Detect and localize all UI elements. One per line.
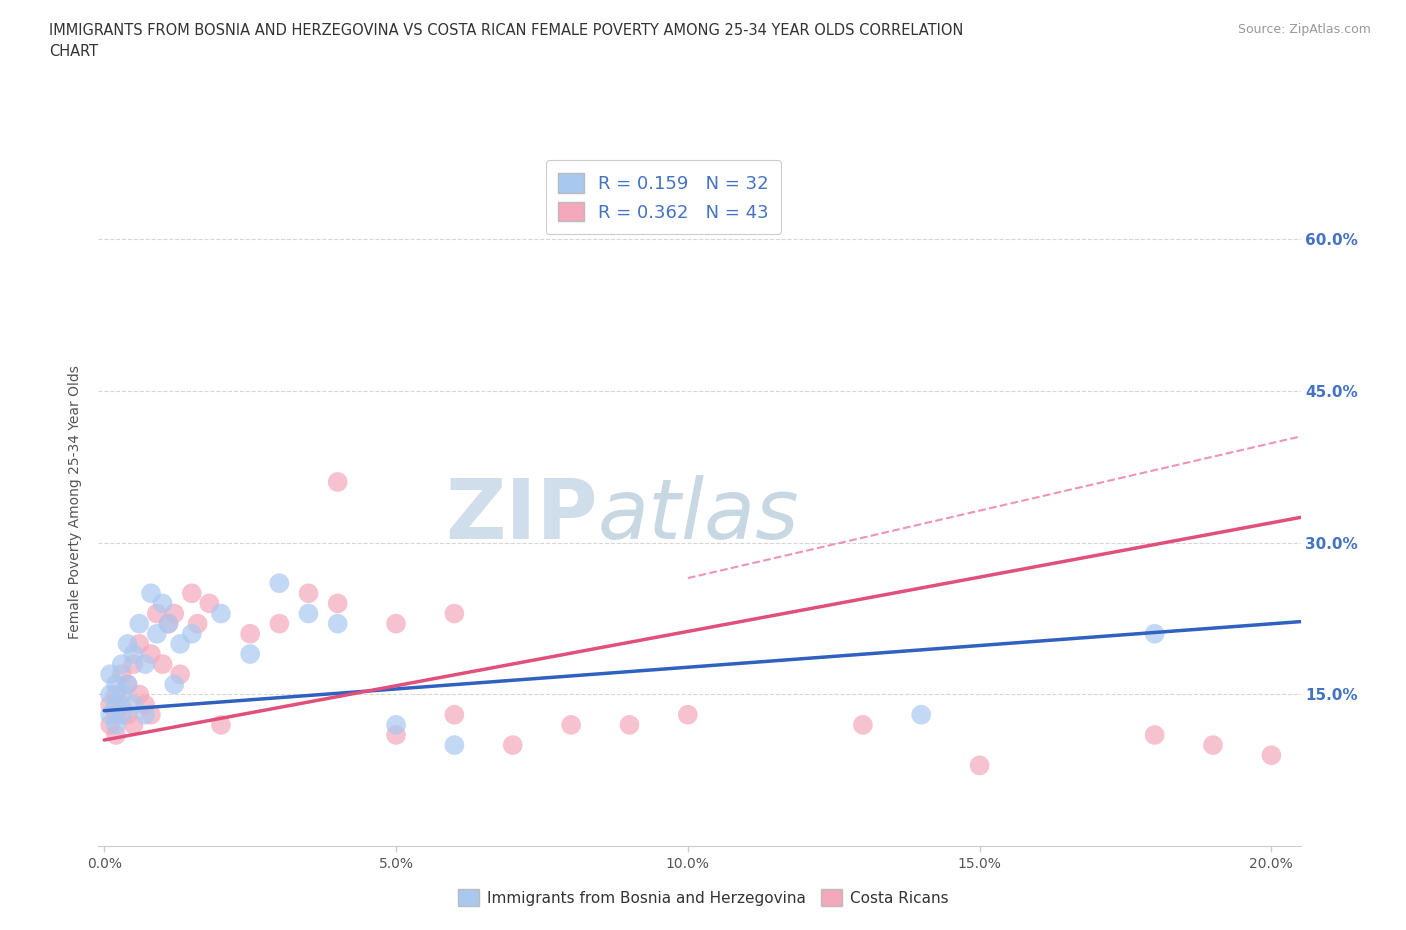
Point: [163, 677, 186, 692]
Point: [128, 636, 150, 651]
Point: [104, 727, 127, 742]
Point: [146, 626, 169, 641]
Point: [1260, 748, 1282, 763]
Point: [139, 586, 162, 601]
Point: [443, 708, 465, 723]
Point: [152, 596, 174, 611]
Point: [269, 617, 291, 631]
Point: [443, 606, 465, 621]
Point: [180, 586, 202, 601]
Point: [98, 717, 121, 732]
Point: [297, 586, 319, 601]
Point: [122, 717, 145, 732]
Point: [111, 708, 134, 723]
Text: ZIP: ZIP: [444, 475, 598, 556]
Point: [134, 708, 156, 723]
Point: [969, 758, 991, 773]
Point: [111, 667, 134, 682]
Point: [122, 698, 145, 712]
Legend: Immigrants from Bosnia and Herzegovina, Costa Ricans: Immigrants from Bosnia and Herzegovina, …: [451, 884, 955, 912]
Point: [1202, 737, 1225, 752]
Point: [443, 737, 465, 752]
Point: [117, 708, 139, 723]
Point: [326, 596, 349, 611]
Point: [1143, 727, 1166, 742]
Point: [198, 596, 221, 611]
Point: [297, 606, 319, 621]
Point: [385, 727, 408, 742]
Point: [157, 617, 180, 631]
Point: [134, 657, 156, 671]
Point: [117, 677, 139, 692]
Text: IMMIGRANTS FROM BOSNIA AND HERZEGOVINA VS COSTA RICAN FEMALE POVERTY AMONG 25-34: IMMIGRANTS FROM BOSNIA AND HERZEGOVINA V…: [49, 23, 963, 60]
Point: [104, 698, 127, 712]
Point: [619, 717, 641, 732]
Point: [910, 708, 932, 723]
Point: [104, 677, 127, 692]
Point: [152, 657, 174, 671]
Point: [98, 698, 121, 712]
Point: [104, 708, 127, 723]
Point: [98, 667, 121, 682]
Legend: R = 0.159   N = 32, R = 0.362   N = 43: R = 0.159 N = 32, R = 0.362 N = 43: [546, 160, 782, 234]
Point: [326, 617, 349, 631]
Text: atlas: atlas: [598, 475, 799, 556]
Point: [326, 474, 349, 489]
Point: [180, 626, 202, 641]
Point: [111, 698, 134, 712]
Point: [209, 717, 232, 732]
Point: [139, 646, 162, 661]
Point: [239, 646, 262, 661]
Point: [209, 606, 232, 621]
Point: [117, 636, 139, 651]
Y-axis label: Female Poverty Among 25-34 Year Olds: Female Poverty Among 25-34 Year Olds: [69, 365, 83, 639]
Point: [269, 576, 291, 591]
Point: [146, 606, 169, 621]
Point: [385, 717, 408, 732]
Point: [98, 687, 121, 702]
Point: [187, 617, 209, 631]
Point: [134, 698, 156, 712]
Point: [852, 717, 875, 732]
Point: [104, 717, 127, 732]
Point: [111, 657, 134, 671]
Point: [122, 646, 145, 661]
Point: [111, 687, 134, 702]
Point: [676, 708, 699, 723]
Point: [128, 617, 150, 631]
Point: [239, 626, 262, 641]
Point: [128, 687, 150, 702]
Text: Source: ZipAtlas.com: Source: ZipAtlas.com: [1237, 23, 1371, 36]
Point: [169, 636, 191, 651]
Point: [157, 617, 180, 631]
Point: [104, 687, 127, 702]
Point: [169, 667, 191, 682]
Point: [163, 606, 186, 621]
Point: [502, 737, 524, 752]
Point: [139, 708, 162, 723]
Point: [98, 708, 121, 723]
Point: [385, 617, 408, 631]
Point: [122, 657, 145, 671]
Point: [1143, 626, 1166, 641]
Point: [560, 717, 582, 732]
Point: [117, 677, 139, 692]
